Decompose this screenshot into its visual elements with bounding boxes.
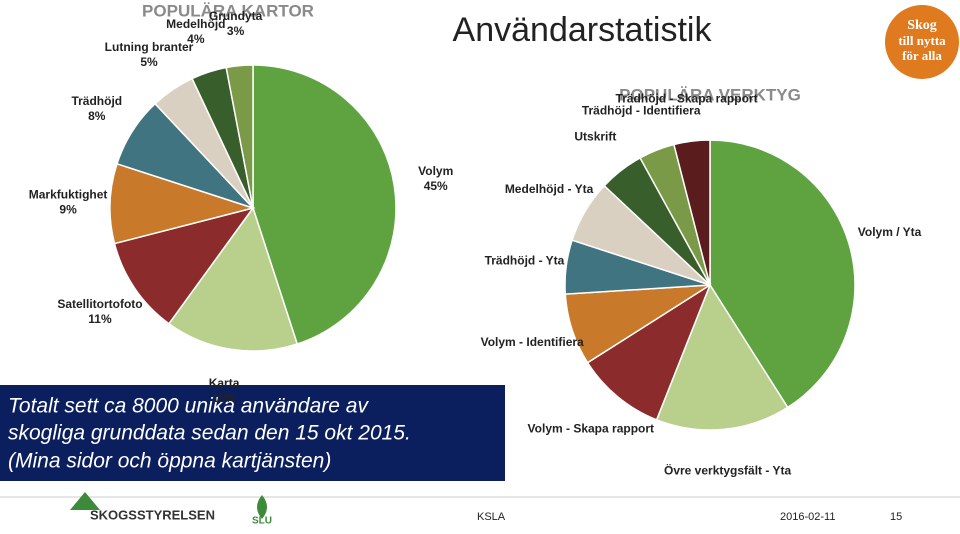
slice-value-label: 5%: [140, 55, 158, 69]
slice-value-label: 11%: [88, 312, 112, 326]
chart-title: POPULÄRA KARTOR: [142, 1, 314, 20]
chart-title: POPULÄRA VERKTYG: [619, 85, 801, 104]
slice-label: Utskrift: [574, 129, 616, 143]
slice-label: Grundyta: [209, 9, 263, 23]
pie-slice: [673, 139, 711, 286]
slice-label: Volym - Identifiera: [481, 335, 584, 349]
pie-slice: [225, 64, 254, 209]
pie-slice: [109, 162, 256, 245]
badge: [885, 5, 959, 79]
pie-slice: [167, 206, 299, 352]
slice-label: Trädhöjd: [71, 94, 122, 108]
pie-slice: [655, 283, 789, 431]
slice-label: Satellitortofoto: [57, 297, 142, 311]
logo-icon: [70, 492, 100, 510]
logo-icon: [257, 495, 267, 519]
pie-slice: [586, 283, 712, 421]
badge-line: Skog: [907, 18, 937, 33]
slice-label: Trädhöjd - Identifiera: [582, 103, 701, 117]
footer-text: KSLA: [477, 511, 506, 523]
pie-slice: [252, 64, 397, 345]
slide-title: Användarstatistik: [453, 11, 713, 49]
logo-text: SLU: [252, 516, 272, 527]
slice-label: Medelhöjd - Yta: [505, 182, 594, 196]
box-line: Totalt sett ca 8000 unika användare av: [8, 395, 369, 418]
slice-label: Medelhöjd: [166, 17, 225, 31]
slice-value-label: 15%: [212, 391, 236, 405]
pie-slice: [113, 206, 255, 325]
slice-label: Lutning branter: [105, 40, 194, 54]
slice-label: Trädhöjd - Yta: [485, 254, 565, 268]
slice-value-label: 4%: [187, 32, 205, 46]
logo-text: SKOGSSTYRELSEN: [90, 507, 215, 522]
badge-line: till nytta: [898, 33, 946, 48]
slice-value-label: 3%: [227, 24, 245, 38]
text-box: [0, 385, 505, 481]
slice-label: Karta: [209, 376, 240, 390]
slice-value-label: 45%: [424, 179, 448, 193]
slice-label: Övre verktygsfält - Yta: [664, 462, 791, 477]
slice-label: Volym - Skapa rapport: [528, 421, 654, 435]
slice-value-label: 9%: [59, 202, 77, 216]
pie-slice: [709, 139, 856, 409]
slice-label: Trädhöjd - Skapa rapport: [616, 92, 758, 106]
badge-line: för alla: [902, 48, 942, 63]
footer-page: 15: [890, 511, 902, 523]
slice-label: Markfuktighet: [29, 187, 108, 201]
box-line: (Mina sidor och öppna kartjänsten): [8, 450, 331, 473]
box-line: skogliga grunddata sedan den 15 okt 2015…: [8, 422, 411, 445]
slice-label: Volym: [418, 164, 453, 178]
slice-label: Volym / Yta: [858, 225, 922, 239]
footer-date: 2016-02-11: [780, 511, 835, 523]
slice-value-label: 8%: [88, 109, 106, 123]
